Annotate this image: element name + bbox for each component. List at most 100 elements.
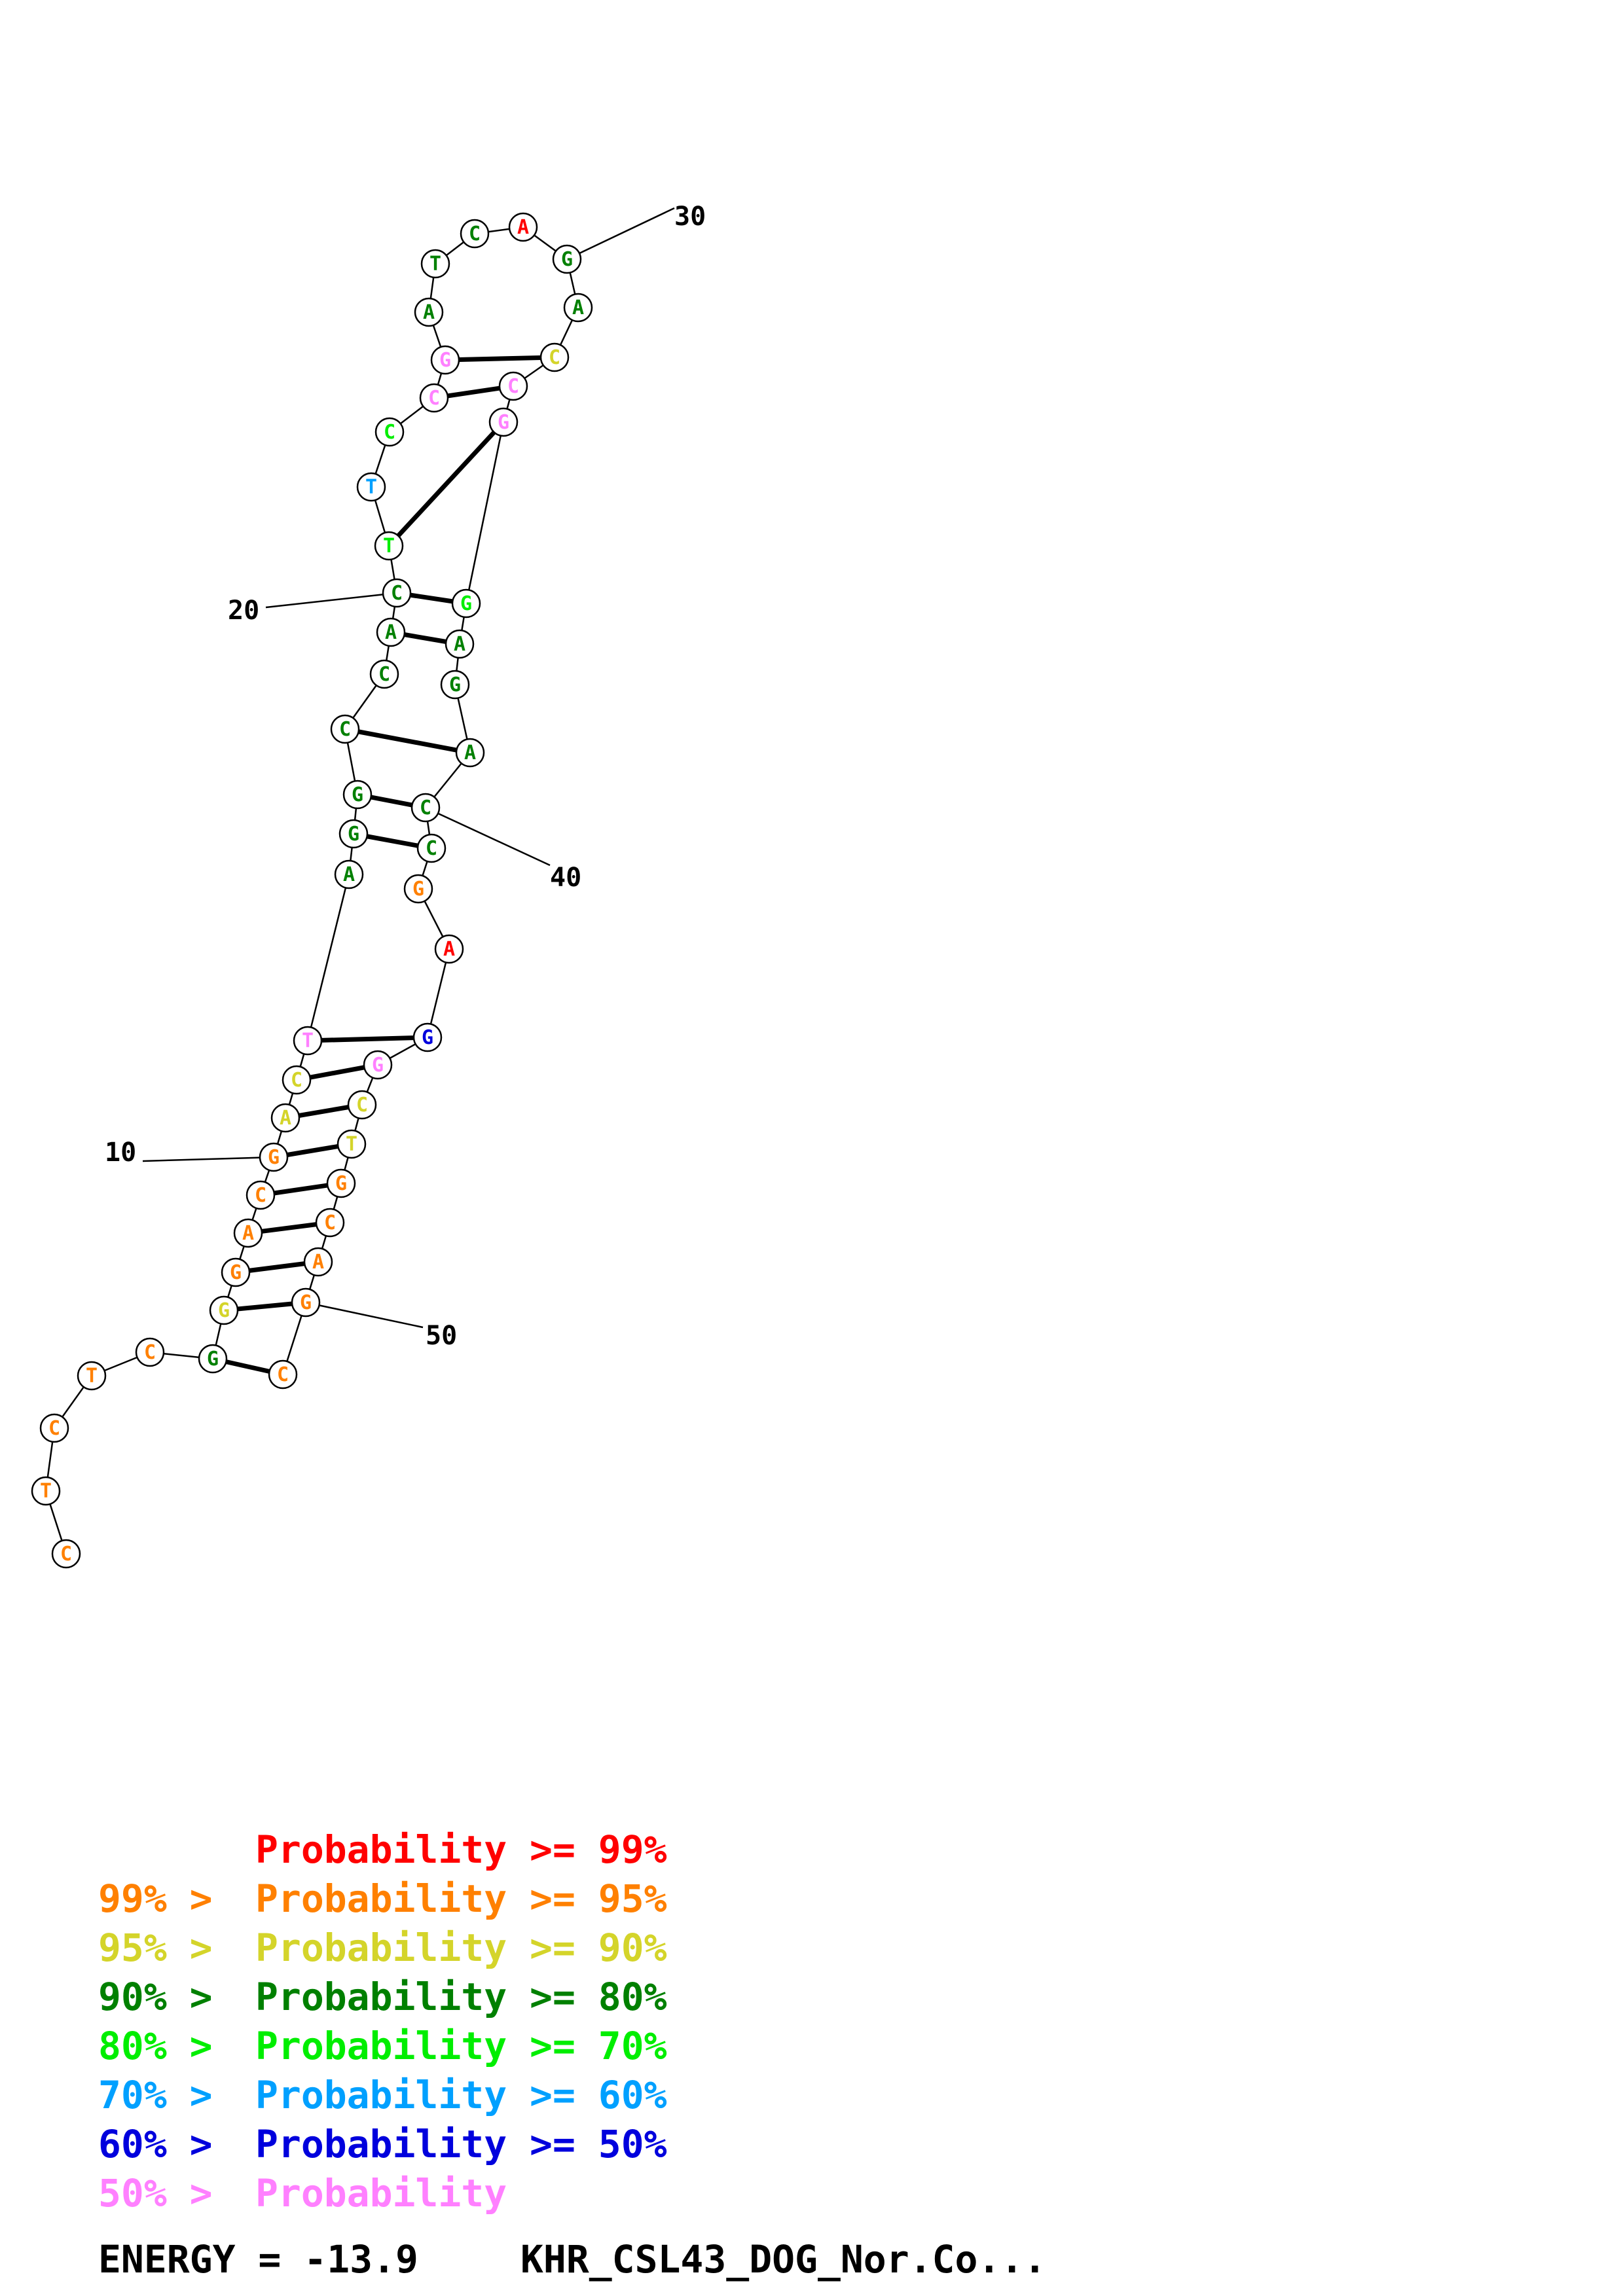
nucleotide-letter: A	[454, 633, 465, 656]
nucleotide-letter: C	[507, 375, 519, 398]
nucleotide-circle	[356, 472, 386, 502]
nucleotide-letter: G	[561, 248, 573, 271]
nucleotide-circle	[31, 1476, 61, 1506]
sequence-name: KHR_CSL43_DOG_Nor.Co...	[520, 2237, 1046, 2282]
base-pair-bond	[445, 355, 555, 363]
nucleotide-letter: C	[324, 1211, 336, 1234]
nucleotide: C	[369, 659, 399, 689]
nucleotide: T	[77, 1361, 107, 1391]
nucleotide: C	[347, 1090, 377, 1120]
nucleotide-letter: G	[460, 592, 472, 615]
nucleotide-circle	[412, 1022, 443, 1052]
legend-threshold: 80% >	[98, 2024, 213, 2068]
nucleotide-letter: G	[268, 1146, 280, 1169]
nucleotide: A	[414, 297, 444, 327]
legend-threshold: 60% >	[98, 2122, 213, 2166]
nucleotide: G	[430, 345, 460, 375]
nucleotide-letter: G	[348, 823, 359, 846]
nucleotide-letter: C	[277, 1363, 289, 1386]
nucleotide-circle	[282, 1065, 312, 1095]
nucleotide-circle	[259, 1142, 289, 1172]
nucleotide-letter: G	[439, 349, 451, 372]
nucleotide: C	[39, 1413, 69, 1443]
nucleotide-circle	[334, 859, 364, 889]
nucleotide-letter: T	[365, 476, 377, 499]
nucleotide-circle	[39, 1413, 69, 1443]
nucleotide-letter: C	[391, 582, 403, 605]
legend-row: 99% > Probability >= 95%	[98, 1876, 667, 1921]
nucleotide: G	[198, 1344, 228, 1374]
position-number-layer: 10 20 30 40 50	[105, 202, 706, 1351]
nucleotide-letter: C	[420, 797, 431, 819]
nucleotide-circle	[374, 531, 404, 561]
nucleotide-letter: A	[343, 863, 355, 886]
nucleotide: G	[338, 819, 369, 849]
nucleotide-letter: T	[383, 535, 395, 558]
nucleotide: G	[342, 780, 373, 810]
nucleotide-letter: G	[449, 673, 461, 696]
nucleotide: A	[434, 934, 464, 964]
nucleotide-circle	[434, 934, 464, 964]
nucleotide-circle	[552, 244, 582, 274]
nucleotide-circle	[563, 293, 593, 323]
nucleotide-letter: G	[207, 1348, 219, 1371]
nucleotide-letter: G	[352, 783, 363, 806]
nucleotide: G	[552, 244, 582, 274]
nucleotide-letter: A	[572, 296, 584, 319]
nucleotide-letter: C	[48, 1417, 60, 1440]
nucleotide-letter: A	[242, 1222, 254, 1245]
legend-row: 50% > Probability	[98, 2171, 507, 2215]
legend-threshold: 95% >	[98, 1926, 213, 1970]
base-pair-bond	[344, 726, 471, 755]
nucleotide-circle	[488, 407, 519, 437]
nucleotide: G	[363, 1050, 393, 1080]
nucleotide: A	[303, 1247, 333, 1277]
nucleotide-circle	[460, 219, 490, 249]
nucleotide: C	[460, 219, 490, 249]
nucleotide-circle	[410, 793, 441, 823]
nucleotide: A	[233, 1218, 263, 1248]
number-tick	[265, 592, 397, 609]
nucleotide-circle	[303, 1247, 333, 1277]
nucleotide-circle	[414, 297, 444, 327]
nucleotide-circle	[270, 1103, 301, 1133]
nucleotide: C	[374, 417, 405, 447]
nucleotide-circle	[374, 417, 405, 447]
nucleotide-letter: T	[346, 1133, 357, 1156]
nucleotide: G	[403, 874, 433, 904]
nucleotide-circle	[430, 345, 460, 375]
legend-range: Probability	[255, 2171, 507, 2215]
nucleotide: G	[412, 1022, 443, 1052]
legend-row: 95% > Probability >= 90%	[98, 1926, 667, 1970]
legend-range: Probability >= 70%	[255, 2024, 667, 2068]
nucleotide: C	[498, 371, 528, 401]
position-number: 10	[105, 1138, 136, 1168]
nucleotide-circle	[508, 212, 538, 242]
position-number: 40	[550, 863, 581, 893]
nucleotide: C	[268, 1359, 298, 1390]
nucleotide-letter: C	[378, 663, 390, 686]
nucleotide-circle	[337, 1129, 367, 1159]
nucleotide-letter: C	[255, 1184, 266, 1207]
legend-range: Probability >= 90%	[255, 1926, 667, 1970]
backbone-segment	[465, 422, 505, 604]
nucleotide: C	[315, 1208, 345, 1238]
number-tick	[566, 207, 675, 260]
position-number: 20	[228, 596, 259, 626]
nucleotide-letter: A	[280, 1107, 291, 1130]
nucleotide-letter: A	[443, 938, 455, 961]
nucleotide: C	[330, 714, 360, 744]
nucleotide-letter: C	[291, 1069, 302, 1092]
base-pair-bond	[387, 420, 505, 548]
nucleotide-letter: T	[302, 1030, 314, 1052]
nucleotide: A	[563, 293, 593, 323]
nucleotide: A	[334, 859, 364, 889]
nucleotide: G	[259, 1142, 289, 1172]
nucleotide-circle	[451, 588, 481, 619]
legend-threshold: 70% >	[98, 2073, 213, 2117]
nucleotide: A	[508, 212, 538, 242]
nucleotide-circle	[330, 714, 360, 744]
nucleotide-letter: T	[86, 1365, 98, 1388]
